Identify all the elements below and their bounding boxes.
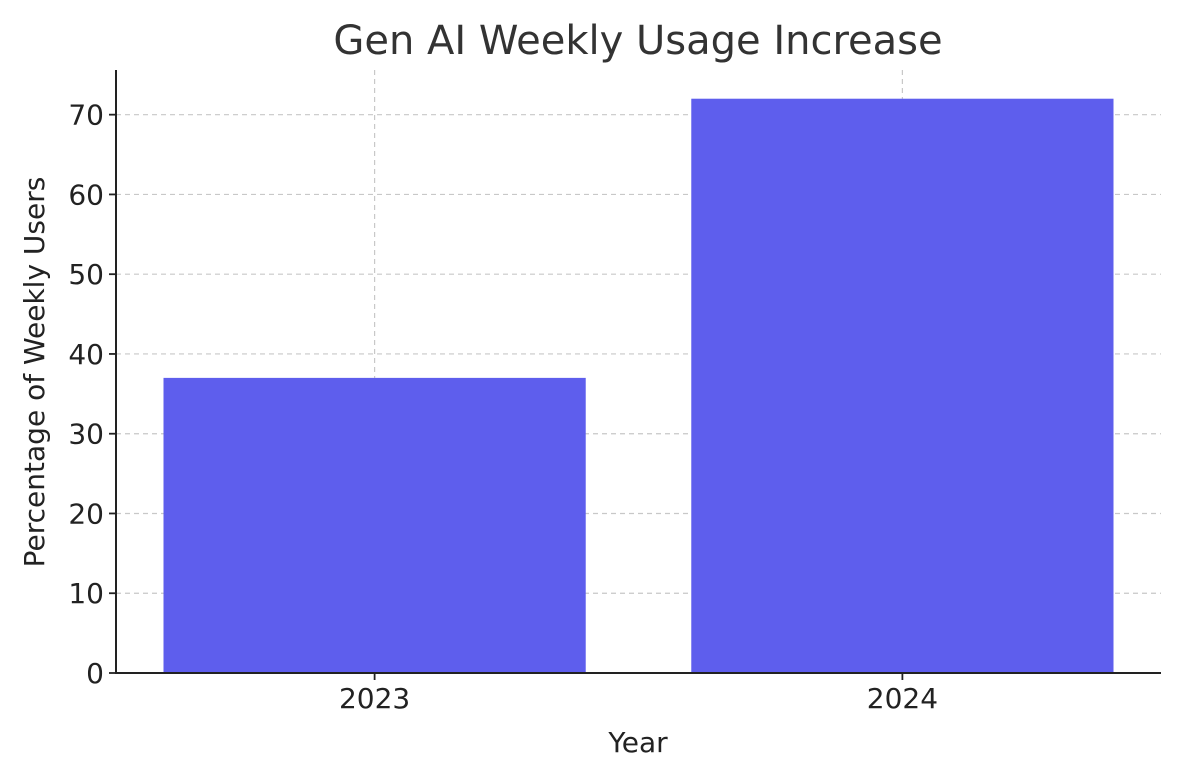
y-tick-label: 30 — [68, 418, 104, 451]
ticks-layer: 0 10 20 30 40 50 60 70 2023 2024 — [68, 99, 938, 715]
bars-layer — [163, 98, 1114, 673]
y-tick-label: 20 — [68, 497, 104, 530]
chart-title: Gen AI Weekly Usage Increase — [333, 18, 942, 64]
y-tick-label: 10 — [68, 577, 104, 610]
x-tick-label: 2024 — [867, 682, 938, 715]
bar-2024 — [691, 98, 1114, 673]
y-axis-label: Percentage of Weekly Users — [18, 177, 51, 568]
bar-2023 — [163, 377, 586, 673]
x-tick-label: 2023 — [339, 682, 410, 715]
y-tick-label: 0 — [86, 657, 104, 690]
y-tick-label: 50 — [68, 258, 104, 291]
axes-layer — [115, 70, 1161, 674]
x-axis-label: Year — [607, 726, 668, 759]
y-tick-label: 60 — [68, 178, 104, 211]
y-tick-label: 40 — [68, 338, 104, 371]
y-tick-label: 70 — [68, 99, 104, 132]
